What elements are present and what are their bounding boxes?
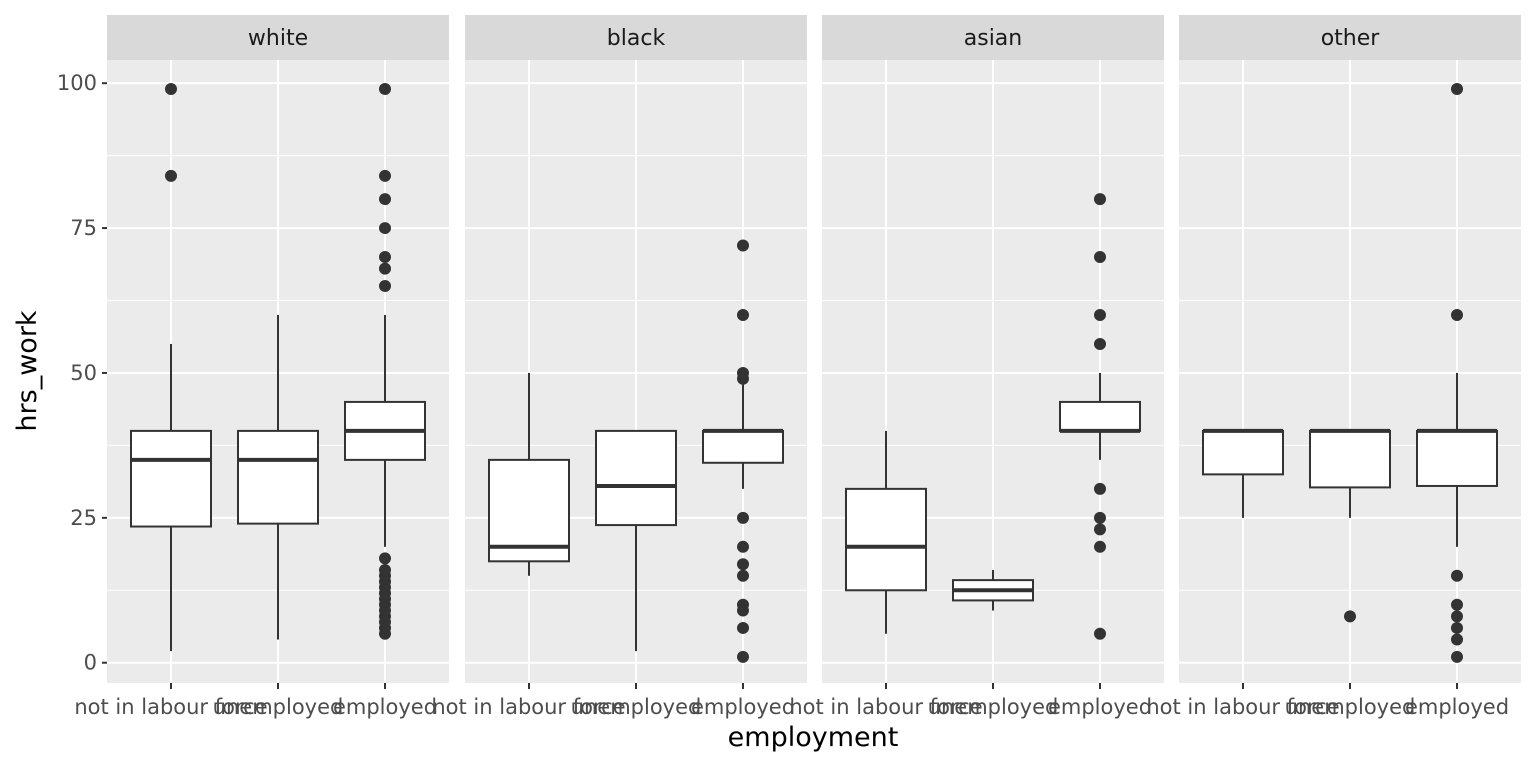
outlier-point xyxy=(379,262,391,275)
x-tick-label: not in labour force xyxy=(789,695,982,719)
outlier-point xyxy=(165,169,177,182)
outlier-point xyxy=(737,366,749,379)
outlier-point xyxy=(1451,621,1463,634)
box-white-0 xyxy=(130,82,212,652)
outlier-point xyxy=(737,569,749,582)
box-iqr xyxy=(1416,429,1498,487)
box-black-1 xyxy=(595,429,677,652)
y-axis-title: hrs_work xyxy=(12,310,43,431)
box-asian-0 xyxy=(845,430,927,634)
outlier-point xyxy=(1094,540,1106,553)
facet-panel-white: white not in labour forceunemployedemploy… xyxy=(74,15,449,719)
x-tick-label: unemployed xyxy=(1285,695,1416,719)
box-asian-1 xyxy=(952,569,1034,611)
x-axis-title: employment xyxy=(728,722,899,753)
outlier-point xyxy=(1094,193,1106,206)
outlier-point xyxy=(737,511,749,524)
facet-panel-other: other not in labour forceunemployedemploy… xyxy=(1146,15,1521,719)
facet-strip-label: other xyxy=(1321,26,1381,51)
y-axis: 0 25 50 75 100 xyxy=(57,71,107,675)
outlier-point xyxy=(1094,482,1106,495)
y-tick-label: 50 xyxy=(70,361,97,385)
outlier-point xyxy=(379,169,391,182)
box-white-1 xyxy=(237,314,319,640)
y-tick-label: 75 xyxy=(70,216,97,240)
facet-strip-label: asian xyxy=(964,26,1022,51)
outlier-point xyxy=(1094,511,1106,524)
box-black-2 xyxy=(702,239,784,663)
outlier-point xyxy=(737,621,749,634)
box-iqr xyxy=(1202,429,1284,476)
x-tick-label: unemployed xyxy=(213,695,344,719)
y-tick-label: 0 xyxy=(84,651,97,675)
box-asian-2 xyxy=(1059,193,1141,640)
outlier-point xyxy=(1094,337,1106,350)
x-tick-label: unemployed xyxy=(571,695,702,719)
x-tick-label: employed xyxy=(1405,695,1509,719)
box-iqr xyxy=(1059,400,1141,432)
x-tick-label: unemployed xyxy=(928,695,1059,719)
facet-strip xyxy=(1179,15,1521,60)
facet-strip xyxy=(822,15,1164,60)
box-other-2 xyxy=(1416,82,1498,663)
outlier-point xyxy=(1094,251,1106,264)
outlier-point xyxy=(379,193,391,206)
facet-strip xyxy=(465,15,807,60)
outlier-point xyxy=(737,558,749,571)
outlier-point xyxy=(737,308,749,321)
outlier-point xyxy=(1451,308,1463,321)
outlier-point xyxy=(1451,82,1463,95)
outlier-point xyxy=(737,239,749,252)
outlier-point xyxy=(1451,569,1463,582)
outlier-point xyxy=(379,563,391,576)
x-tick-label: not in labour force xyxy=(1146,695,1339,719)
outlier-point xyxy=(1451,598,1463,611)
facet-strip-label: white xyxy=(248,26,308,51)
outlier-point xyxy=(379,222,391,235)
x-tick-label: employed xyxy=(333,695,437,719)
outlier-point xyxy=(379,82,391,95)
box-iqr xyxy=(130,429,212,528)
box-other-0 xyxy=(1202,428,1284,518)
box-iqr xyxy=(237,429,319,525)
outlier-point xyxy=(1451,610,1463,623)
outlier-point xyxy=(1451,633,1463,646)
outlier-point xyxy=(165,82,177,95)
x-tick-label: not in labour force xyxy=(74,695,267,719)
outlier-point xyxy=(737,598,749,611)
box-white-2 xyxy=(344,82,426,640)
outlier-point xyxy=(379,552,391,565)
y-tick-label: 25 xyxy=(70,506,97,530)
outlier-point xyxy=(379,251,391,264)
outlier-point xyxy=(1094,627,1106,640)
outlier-point xyxy=(379,280,391,293)
box-other-1 xyxy=(1309,428,1391,623)
box-iqr xyxy=(488,458,570,563)
x-tick-label: employed xyxy=(691,695,795,719)
box-iqr xyxy=(595,429,677,527)
facet-panel-asian: asian not in labour forceunemployedemploy… xyxy=(789,15,1164,719)
box-iqr xyxy=(845,487,927,592)
facet-strip xyxy=(107,15,449,60)
box-iqr xyxy=(702,429,784,464)
x-tick-label: employed xyxy=(1048,695,1152,719)
box-iqr xyxy=(1309,429,1391,489)
outlier-point xyxy=(1344,610,1356,623)
outlier-point xyxy=(737,650,749,663)
box-black-0 xyxy=(488,372,570,576)
x-tick-label: not in labour force xyxy=(432,695,625,719)
outlier-point xyxy=(1451,650,1463,663)
outlier-point xyxy=(1094,308,1106,321)
y-tick-label: 100 xyxy=(57,71,97,95)
facet-strip-label: black xyxy=(607,26,666,51)
outlier-point xyxy=(1094,523,1106,536)
outlier-point xyxy=(737,540,749,553)
facet-panel-black: black not in labour forceunemployedemploy… xyxy=(432,15,807,719)
